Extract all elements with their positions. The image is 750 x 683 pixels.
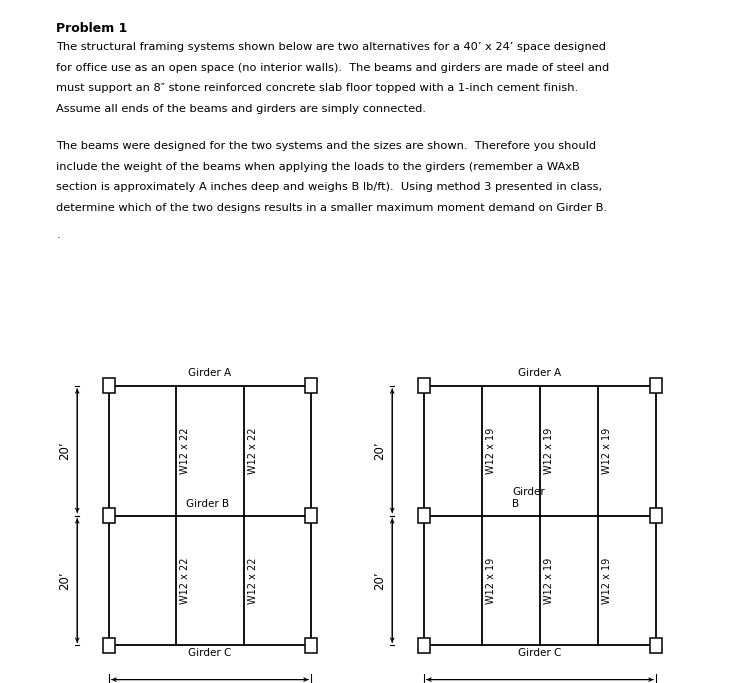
- Text: W12 x 19: W12 x 19: [486, 428, 496, 474]
- Text: W12 x 19: W12 x 19: [602, 428, 612, 474]
- Text: Girder A: Girder A: [518, 367, 562, 378]
- Text: Problem 1: Problem 1: [56, 22, 128, 35]
- Text: W12 x 22: W12 x 22: [248, 428, 257, 474]
- Text: 20’: 20’: [58, 441, 71, 460]
- Text: W12 x 19: W12 x 19: [544, 557, 554, 604]
- FancyBboxPatch shape: [418, 638, 430, 653]
- FancyBboxPatch shape: [418, 378, 430, 393]
- Text: Assume all ends of the beams and girders are simply connected.: Assume all ends of the beams and girders…: [56, 104, 426, 114]
- Text: The structural framing systems shown below are two alternatives for a 40’ x 24’ : The structural framing systems shown bel…: [56, 42, 606, 53]
- Text: W12 x 22: W12 x 22: [248, 557, 257, 604]
- Text: W12 x 19: W12 x 19: [602, 557, 612, 604]
- FancyBboxPatch shape: [650, 508, 662, 523]
- FancyBboxPatch shape: [418, 508, 430, 523]
- Text: W12 x 19: W12 x 19: [486, 557, 496, 604]
- Text: W12 x 22: W12 x 22: [180, 428, 190, 474]
- FancyBboxPatch shape: [305, 508, 317, 523]
- Text: determine which of the two designs results in a smaller maximum moment demand on: determine which of the two designs resul…: [56, 203, 608, 213]
- Text: Girder C: Girder C: [188, 648, 232, 658]
- Text: Girder C: Girder C: [518, 648, 562, 658]
- Text: .: .: [56, 230, 60, 240]
- Text: 20’: 20’: [58, 571, 71, 590]
- FancyBboxPatch shape: [103, 508, 115, 523]
- Text: 20’: 20’: [374, 441, 386, 460]
- Text: The beams were designed for the two systems and the sizes are shown.  Therefore : The beams were designed for the two syst…: [56, 141, 596, 152]
- Text: 20’: 20’: [374, 571, 386, 590]
- Text: W12 x 19: W12 x 19: [544, 428, 554, 474]
- FancyBboxPatch shape: [650, 378, 662, 393]
- FancyBboxPatch shape: [305, 638, 317, 653]
- Text: section is approximately A inches deep and weighs B lb/ft).  Using method 3 pres: section is approximately A inches deep a…: [56, 182, 602, 193]
- Text: must support an 8″ stone reinforced concrete slab floor topped with a 1-inch cem: must support an 8″ stone reinforced conc…: [56, 83, 578, 94]
- Text: Girder B: Girder B: [186, 499, 229, 509]
- Text: Girder
B: Girder B: [512, 487, 544, 509]
- FancyBboxPatch shape: [650, 638, 662, 653]
- Text: for office use as an open space (no interior walls).  The beams and girders are : for office use as an open space (no inte…: [56, 63, 610, 73]
- Text: W12 x 22: W12 x 22: [180, 557, 190, 604]
- Text: include the weight of the beams when applying the loads to the girders (remember: include the weight of the beams when app…: [56, 162, 580, 172]
- FancyBboxPatch shape: [305, 378, 317, 393]
- FancyBboxPatch shape: [103, 378, 115, 393]
- Text: Girder A: Girder A: [188, 367, 232, 378]
- FancyBboxPatch shape: [103, 638, 115, 653]
